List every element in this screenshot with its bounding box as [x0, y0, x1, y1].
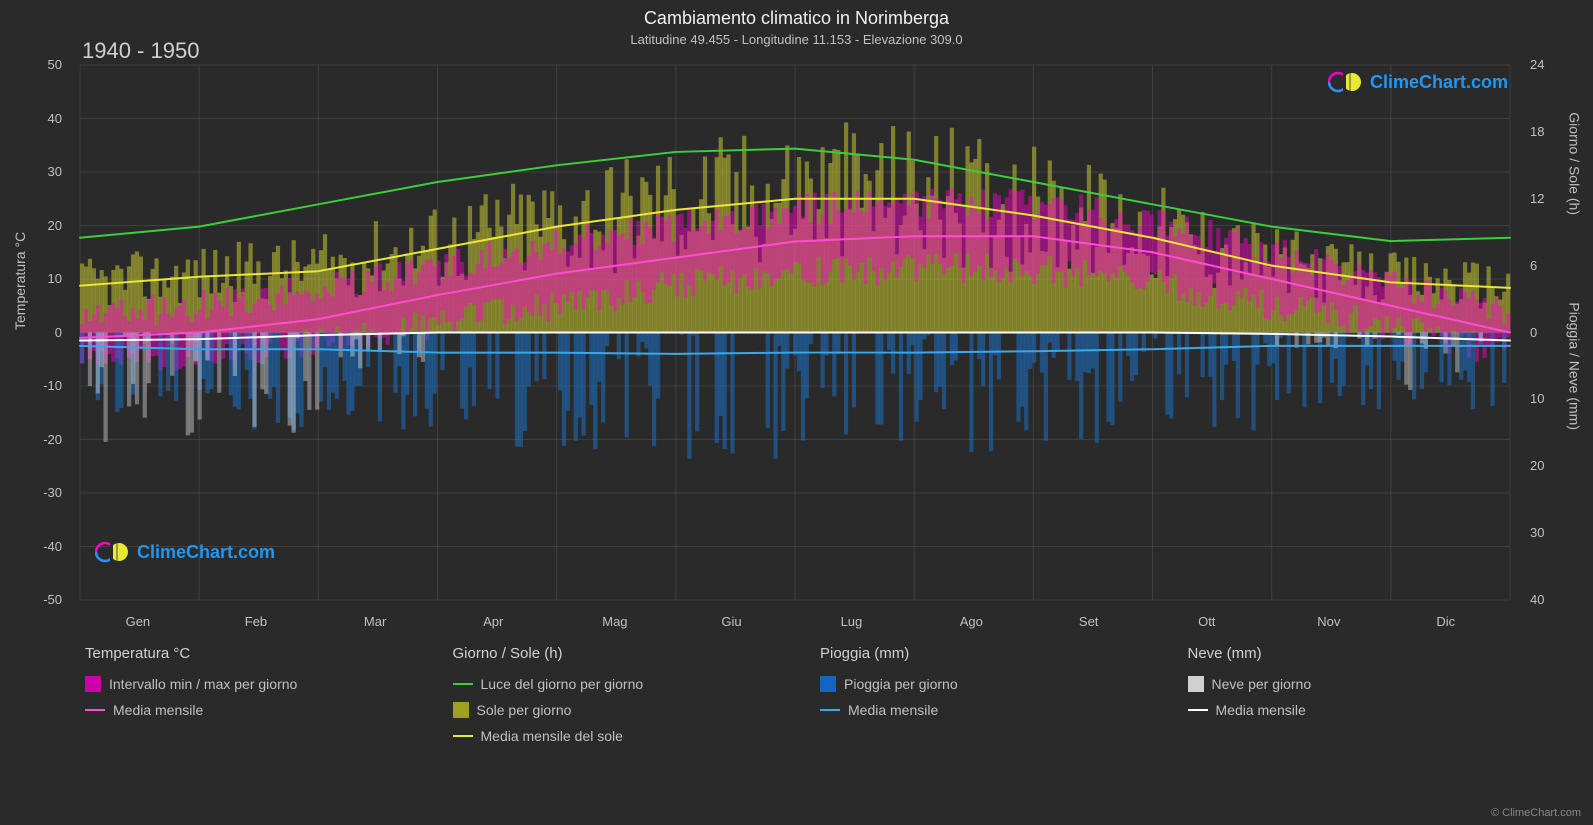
legend-group: Giorno / Sole (h) Luce del giorno per gio… [453, 645, 781, 754]
tick-label: Lug [841, 614, 863, 629]
tick-label: 30 [1530, 525, 1544, 540]
legend-item: Neve per giorno [1188, 676, 1516, 692]
line-icon [453, 683, 473, 685]
chart-title: Cambiamento climatico in Norimberga [0, 8, 1593, 29]
legend-label: Sole per giorno [477, 702, 572, 718]
tick-label: Apr [483, 614, 503, 629]
watermark-bottom: ClimeChart.com [95, 540, 275, 564]
legend-label: Media mensile [848, 702, 938, 718]
tick-label: Dic [1436, 614, 1455, 629]
line-icon [1188, 709, 1208, 711]
legend-label: Pioggia per giorno [844, 676, 958, 692]
legend-item: Sole per giorno [453, 702, 781, 718]
tick-label: Gen [126, 614, 151, 629]
tick-label: 12 [1530, 191, 1544, 206]
swatch-icon [1188, 676, 1204, 692]
tick-label: Ago [960, 614, 983, 629]
tick-label: 40 [22, 111, 62, 126]
tick-label: 50 [22, 57, 62, 72]
chart-plot-area [70, 55, 1520, 610]
tick-label: -10 [22, 378, 62, 393]
line-icon [820, 709, 840, 711]
tick-label: Mar [364, 614, 386, 629]
legend-label: Intervallo min / max per giorno [109, 676, 297, 692]
legend-label: Media mensile del sole [481, 728, 623, 744]
tick-label: 40 [1530, 592, 1544, 607]
line-icon [85, 709, 105, 711]
tick-label: Feb [245, 614, 267, 629]
watermark-top: ClimeChart.com [1328, 70, 1508, 94]
tick-label: 30 [22, 164, 62, 179]
watermark-text: ClimeChart.com [137, 542, 275, 563]
legend-header: Neve (mm) [1188, 645, 1516, 662]
legend: Temperatura °C Intervallo min / max per g… [85, 645, 1515, 754]
tick-label: Set [1079, 614, 1099, 629]
legend-group: Pioggia (mm) Pioggia per giorno Media mens… [820, 645, 1148, 754]
tick-label: 0 [22, 325, 62, 340]
tick-label: 18 [1530, 124, 1544, 139]
legend-header: Temperatura °C [85, 645, 413, 662]
legend-header: Giorno / Sole (h) [453, 645, 781, 662]
legend-item: Intervallo min / max per giorno [85, 676, 413, 692]
y-axis-right-top-label: Giorno / Sole (h) [1567, 112, 1583, 215]
line-icon [453, 735, 473, 737]
tick-label: -30 [22, 485, 62, 500]
legend-item: Media mensile [1188, 702, 1516, 718]
tick-label: -50 [22, 592, 62, 607]
legend-item: Media mensile [85, 702, 413, 718]
tick-label: Ott [1198, 614, 1215, 629]
legend-item: Media mensile del sole [453, 728, 781, 744]
tick-label: 6 [1530, 258, 1537, 273]
legend-item: Pioggia per giorno [820, 676, 1148, 692]
swatch-icon [453, 702, 469, 718]
swatch-icon [85, 676, 101, 692]
copyright: © ClimeChart.com [1491, 807, 1581, 819]
tick-label: 10 [22, 271, 62, 286]
tick-label: 10 [1530, 391, 1544, 406]
tick-label: 20 [1530, 458, 1544, 473]
logo-icon [1328, 70, 1364, 94]
legend-item: Media mensile [820, 702, 1148, 718]
legend-label: Neve per giorno [1212, 676, 1312, 692]
legend-group: Temperatura °C Intervallo min / max per g… [85, 645, 413, 754]
tick-label: Giu [721, 614, 741, 629]
chart-subtitle: Latitudine 49.455 - Longitudine 11.153 -… [0, 32, 1593, 47]
watermark-text: ClimeChart.com [1370, 72, 1508, 93]
legend-label: Media mensile [1216, 702, 1306, 718]
tick-label: 20 [22, 218, 62, 233]
legend-group: Neve (mm) Neve per giorno Media mensile [1188, 645, 1516, 754]
legend-header: Pioggia (mm) [820, 645, 1148, 662]
legend-item: Luce del giorno per giorno [453, 676, 781, 692]
logo-icon [95, 540, 131, 564]
legend-label: Luce del giorno per giorno [481, 676, 644, 692]
chart-svg [70, 55, 1520, 610]
y-axis-right-bottom-label: Pioggia / Neve (mm) [1567, 302, 1583, 430]
swatch-icon [820, 676, 836, 692]
tick-label: 24 [1530, 57, 1544, 72]
tick-label: Mag [602, 614, 627, 629]
tick-label: -20 [22, 432, 62, 447]
tick-label: Nov [1317, 614, 1340, 629]
legend-label: Media mensile [113, 702, 203, 718]
tick-label: -40 [22, 539, 62, 554]
tick-label: 0 [1530, 325, 1537, 340]
